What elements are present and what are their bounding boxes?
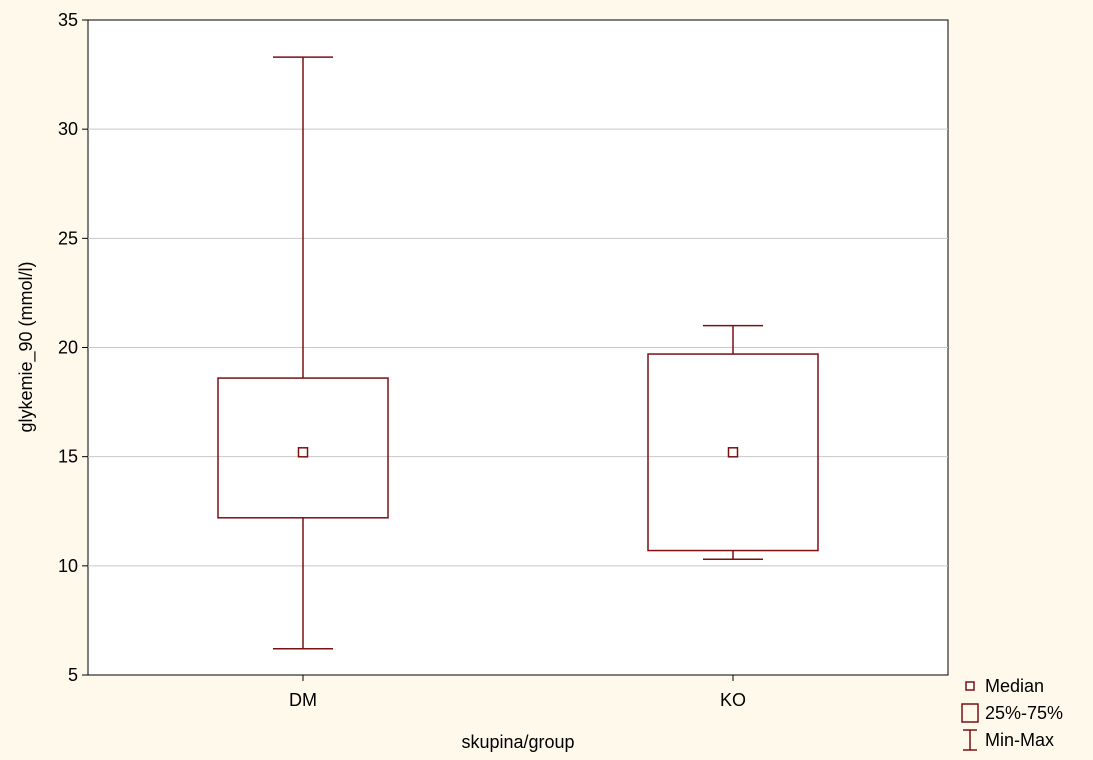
x-tick-label: DM (289, 690, 317, 710)
grid-lines (88, 128, 948, 567)
legend: Median 25%-75% Min-Max (961, 676, 1063, 751)
median-marker (727, 447, 739, 458)
iqr-box (647, 353, 819, 552)
iqr-box (217, 377, 389, 519)
legend-label: Min-Max (985, 730, 1054, 750)
y-tick-label: 5 (68, 665, 78, 685)
median-marker (297, 447, 309, 458)
boxes (217, 56, 819, 650)
x-tick-label: KO (720, 690, 746, 710)
y-axis-ticks: 5 10 15 20 25 30 35 (58, 10, 88, 685)
box-dm (217, 56, 389, 650)
y-tick-label: 15 (58, 447, 78, 467)
y-tick-label: 25 (58, 228, 78, 248)
x-axis-label: skupina/group (461, 732, 574, 752)
legend-median-symbol (965, 681, 975, 691)
y-tick-label: 35 (58, 10, 78, 30)
x-axis-ticks: DM KO (289, 675, 746, 710)
y-axis-label: glykemie_90 (mmol/l) (16, 261, 37, 432)
legend-label: 25%-75% (985, 703, 1063, 723)
box-ko (647, 324, 819, 561)
legend-box-symbol (961, 703, 979, 723)
legend-label: Median (985, 676, 1044, 696)
y-tick-label: 10 (58, 556, 78, 576)
y-tick-label: 20 (58, 338, 78, 358)
y-tick-label: 30 (58, 119, 78, 139)
